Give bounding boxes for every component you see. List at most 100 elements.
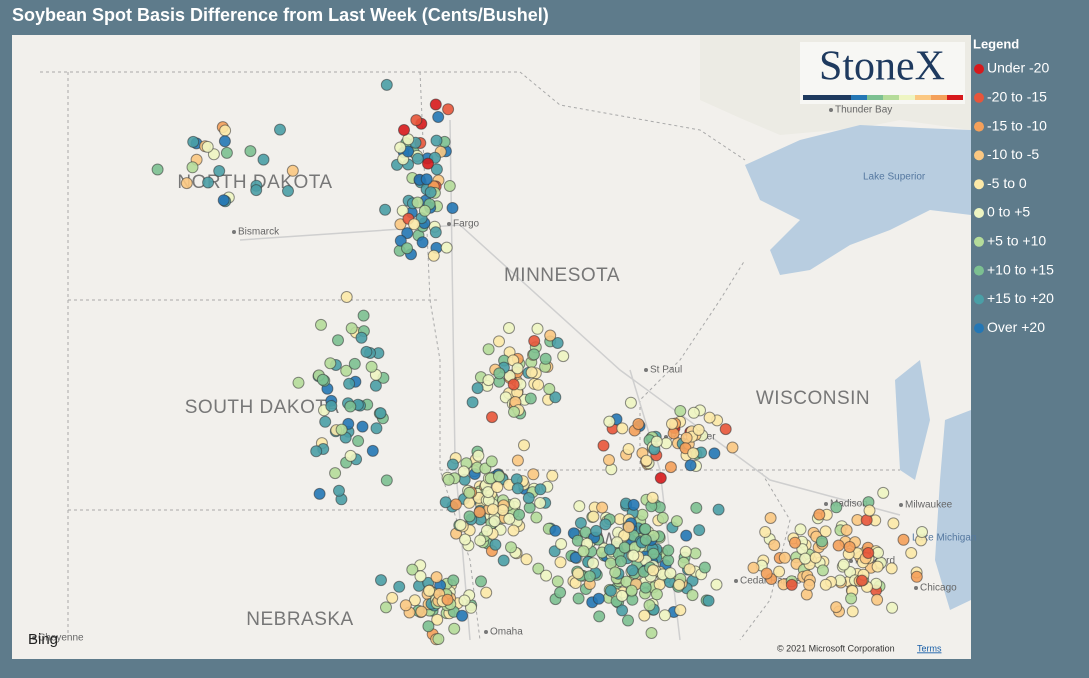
map-point — [274, 123, 286, 136]
map-point — [474, 534, 487, 547]
legend-label: +10 to +15 — [987, 261, 1054, 277]
map-point — [431, 613, 444, 626]
map-point — [380, 474, 393, 487]
logo-bar-segment — [819, 95, 835, 100]
map-point — [457, 465, 470, 478]
map-point — [698, 561, 711, 574]
map-point — [325, 400, 338, 412]
logo: StoneX — [800, 42, 965, 104]
place-marker — [914, 586, 918, 590]
road — [239, 224, 901, 516]
map-point — [587, 557, 599, 570]
map-point — [187, 135, 200, 148]
map-point — [513, 508, 526, 521]
map-point — [348, 357, 361, 370]
map-point — [614, 555, 627, 568]
map-point — [625, 584, 638, 597]
map-point — [360, 345, 373, 358]
map-point — [599, 518, 612, 531]
map-point — [329, 467, 342, 480]
map-point — [683, 563, 696, 576]
map-point — [674, 405, 687, 417]
place-label: Bismarck — [238, 227, 280, 238]
map-point — [475, 575, 487, 588]
legend-marker — [974, 179, 984, 190]
map-point — [837, 558, 850, 571]
legend-label: -15 to -10 — [987, 117, 1047, 133]
map-point — [855, 574, 868, 587]
map-point — [352, 435, 365, 447]
logo-bar — [803, 95, 963, 100]
map-point — [415, 605, 428, 618]
map-point — [650, 435, 663, 448]
legend: Legend Under -20 -20 to -15 -15 to -10 -10 … — [973, 36, 1054, 334]
map-point — [442, 103, 455, 116]
place-marker — [829, 108, 833, 112]
map-point — [420, 173, 433, 186]
map-point — [760, 567, 773, 580]
map-point — [816, 564, 829, 577]
map-point — [764, 512, 777, 524]
map-point — [616, 422, 629, 435]
map-point — [424, 186, 437, 199]
map-point — [647, 564, 660, 577]
map-point — [202, 176, 215, 189]
terms-link[interactable]: Terms — [917, 643, 942, 653]
map-point — [399, 599, 412, 612]
legend-marker — [974, 236, 984, 247]
map-point — [551, 575, 564, 588]
map-point — [583, 570, 596, 583]
place-label: Madison — [830, 499, 868, 510]
map-point — [636, 508, 649, 521]
map-point — [819, 525, 832, 538]
map-point — [693, 524, 706, 537]
map-point — [486, 411, 498, 424]
map-point — [340, 291, 353, 303]
map-point — [244, 145, 257, 158]
map-point — [534, 497, 547, 509]
map-point — [778, 551, 791, 564]
logo-text: StoneX — [819, 44, 945, 90]
map-point — [572, 567, 585, 580]
map-point — [673, 578, 686, 591]
map-point — [662, 554, 675, 567]
map-point — [380, 601, 392, 614]
logo-bar-segment — [947, 95, 963, 100]
bing: Bing — [28, 631, 58, 648]
map-point — [863, 504, 876, 517]
map-point — [662, 544, 675, 557]
map-point — [430, 571, 443, 584]
map-point — [393, 580, 406, 593]
map-point — [603, 543, 616, 556]
map-point — [719, 423, 732, 436]
legend-marker — [974, 150, 984, 161]
map-point — [616, 589, 628, 602]
border — [440, 469, 791, 641]
map-point — [250, 184, 263, 197]
map-point — [416, 236, 429, 249]
map-point — [432, 633, 445, 645]
map-point — [684, 459, 697, 472]
map-point — [832, 539, 845, 552]
map-point — [726, 441, 739, 454]
map-point — [597, 439, 610, 452]
map-point — [406, 563, 419, 576]
map-point — [577, 545, 590, 558]
map-point — [511, 482, 524, 495]
map-point — [520, 553, 533, 566]
map-point — [871, 593, 884, 606]
map-point — [539, 352, 552, 365]
map-point — [590, 524, 603, 537]
map-point — [525, 366, 538, 379]
map-point — [627, 549, 640, 562]
map-point — [324, 357, 337, 370]
map-point — [507, 524, 520, 537]
map-point — [432, 111, 445, 123]
legend-label: -20 to -15 — [987, 89, 1047, 105]
map-point — [656, 511, 669, 524]
map-point — [482, 343, 495, 356]
map-point — [472, 449, 485, 462]
map-point — [430, 134, 443, 147]
map-point — [689, 547, 702, 560]
map-point — [511, 454, 524, 467]
